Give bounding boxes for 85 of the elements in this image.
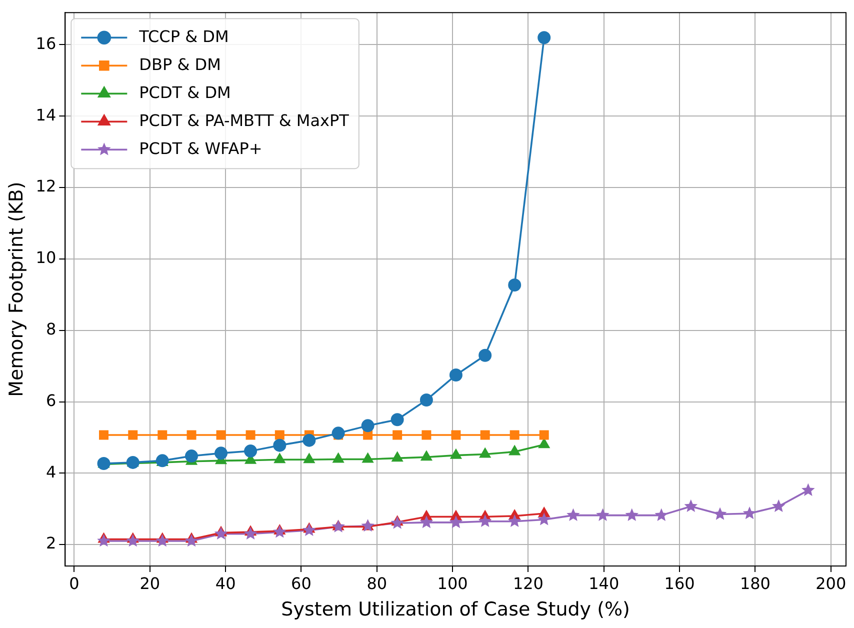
point [273,525,286,538]
point [97,457,110,470]
point [186,430,196,440]
x-tick-label: 140 [588,574,620,593]
x-tick-label: 0 [69,574,80,593]
point [450,448,462,459]
point [99,430,108,440]
point [214,526,228,540]
point [742,506,756,520]
point [273,438,286,452]
point [361,419,374,432]
y-tick-label: 12 [36,176,56,196]
point [332,452,344,463]
point [802,483,815,496]
y-tick-label: 4 [46,462,56,482]
x-tick-label: 40 [215,574,236,593]
point [539,430,549,440]
x-tick-label: 160 [664,574,695,593]
point [216,430,226,440]
point [479,448,491,458]
point [128,430,138,440]
point [302,523,316,536]
point [390,516,404,529]
point [537,512,551,526]
point [451,430,461,440]
x-tick-label: 20 [140,574,160,593]
x-tick-label: 200 [816,574,846,593]
point [508,278,522,292]
point [392,430,402,440]
y-tick-label: 2 [46,534,56,553]
point [303,453,315,464]
point [538,438,550,448]
point [449,368,462,382]
y-tick-label: 10 [36,248,56,268]
point [422,430,432,440]
point [478,348,492,362]
point [302,434,316,447]
point [390,413,404,426]
y-tick-label: 14 [36,105,56,124]
y-tick-label: 16 [36,34,56,53]
point [625,508,639,521]
point [126,534,140,547]
x-tick-label: 80 [366,574,388,593]
point [508,445,520,456]
point [244,526,258,540]
point [184,534,198,547]
y-tick-label: 6 [46,390,56,410]
x-axis-title: System Utilization of Case Study (%) [281,598,630,621]
point [420,393,433,406]
x-tick-label: 120 [512,574,544,593]
legend-label: DBP & DM [139,54,221,74]
point [274,453,286,464]
point [244,444,258,458]
point [392,452,404,462]
point [362,452,374,463]
point [158,430,168,440]
point [480,430,490,440]
point [332,426,345,440]
point [449,515,463,528]
x-tick-label: 60 [291,574,312,593]
point [97,534,110,547]
point [566,508,580,521]
point [684,499,698,512]
point [596,508,610,521]
point [654,508,668,521]
point [510,430,520,440]
point [246,430,256,440]
point [420,515,434,528]
point [156,534,170,547]
legend-label: TCCP & DM [138,26,229,46]
point [185,450,198,463]
y-tick-label: 8 [46,320,56,339]
point [478,514,492,528]
x-tick-label: 100 [437,574,468,593]
legend-label: PCDT & DM [139,82,231,102]
point [420,450,432,461]
y-axis-title: Memory Footprint (KB) [5,182,28,397]
point [713,507,727,520]
point [274,430,284,440]
legend-label: PCDT & WFAP+ [139,138,262,158]
point [214,446,228,460]
x-tick-label: 180 [740,574,770,593]
legend-label: PCDT & PA-MBTT & MaxPT [139,110,350,130]
point [772,499,786,512]
point [508,514,522,528]
